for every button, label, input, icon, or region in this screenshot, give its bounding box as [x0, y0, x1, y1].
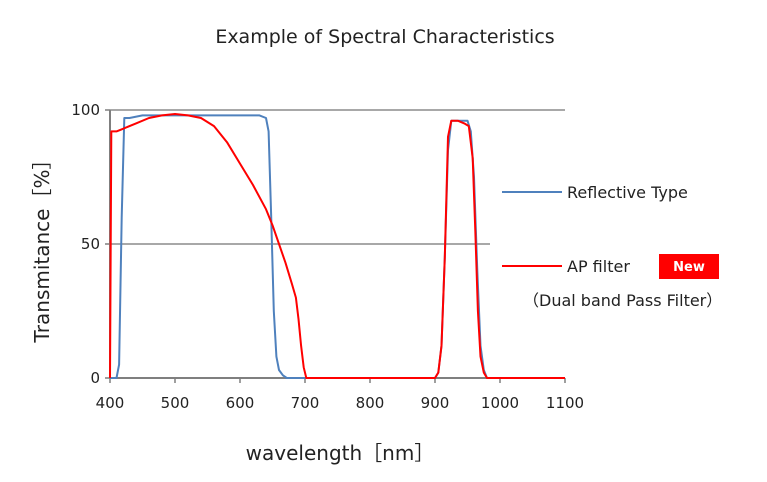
y-axis-label: Transmitance［%］: [30, 150, 54, 344]
legend-label-reflective: Reflective Type: [567, 183, 688, 202]
series-lines: [109, 113, 565, 379]
x-tick-label: 900: [421, 394, 450, 412]
x-ticks: 400 500 600 700 800 900 1000 1100: [96, 378, 584, 412]
y-tick-label: 100: [71, 101, 100, 119]
x-tick-label: 1100: [546, 394, 584, 412]
x-tick-label: 700: [291, 394, 320, 412]
series-line-reflective: [110, 114, 565, 379]
legend-label-ap-filter: AP filter: [567, 257, 630, 276]
series-line-ap-filter: [109, 113, 565, 379]
y-tick-label: 0: [90, 369, 100, 387]
x-axis-label: wavelength［nm］: [246, 441, 435, 465]
chart-title: Example of Spectral Characteristics: [215, 26, 554, 48]
x-tick-label: 1000: [481, 394, 519, 412]
legend-note-dual-band: （Dual band Pass Filter）: [523, 291, 722, 310]
x-tick-label: 500: [161, 394, 190, 412]
x-tick-label: 600: [226, 394, 255, 412]
legend: Reflective Type AP filter New （Dual band…: [502, 183, 722, 310]
y-tick-label: 50: [81, 235, 100, 253]
new-badge-text: New: [673, 260, 705, 275]
new-badge: [659, 254, 719, 279]
x-tick-label: 800: [356, 394, 385, 412]
grid: [110, 109, 565, 245]
x-tick-label: 400: [96, 394, 125, 412]
y-ticks: 0 50 100: [71, 101, 110, 387]
